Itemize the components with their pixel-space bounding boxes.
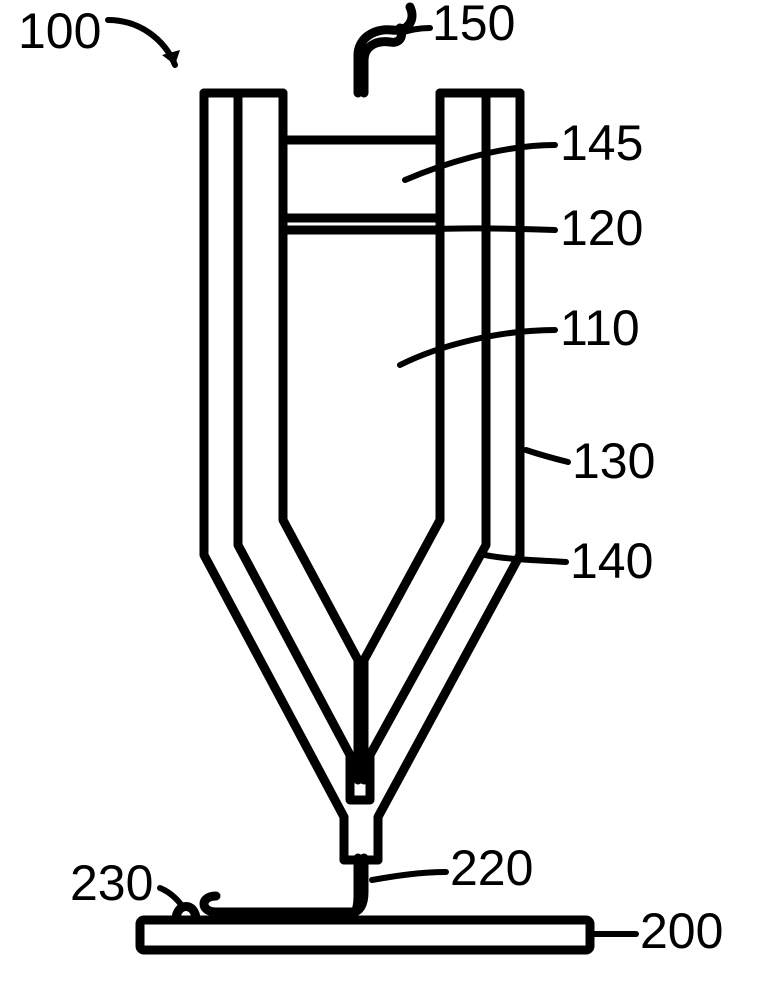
lead-100 (108, 20, 175, 65)
label-140: 140 (570, 533, 653, 589)
label-100: 100 (18, 3, 101, 59)
lead-230 (160, 888, 182, 906)
label-220: 220 (450, 840, 533, 896)
label-130: 130 (572, 433, 655, 489)
label-110: 110 (560, 300, 640, 356)
lead-110 (400, 330, 555, 365)
lead-150 (400, 28, 430, 33)
lead-140 (485, 555, 566, 562)
lead-120 (418, 229, 555, 231)
lead-220 (372, 872, 446, 880)
label-150: 150 (432, 0, 515, 51)
extrudate-220 (196, 858, 364, 920)
lead-130 (526, 450, 568, 462)
label-145: 145 (560, 115, 643, 171)
lead-145 (405, 145, 555, 180)
label-120: 120 (560, 200, 643, 256)
label-230: 230 (70, 855, 153, 911)
label-200: 200 (640, 903, 723, 959)
figure-canvas: 100 150 145 120 110 130 140 230 220 200 (0, 0, 772, 1000)
